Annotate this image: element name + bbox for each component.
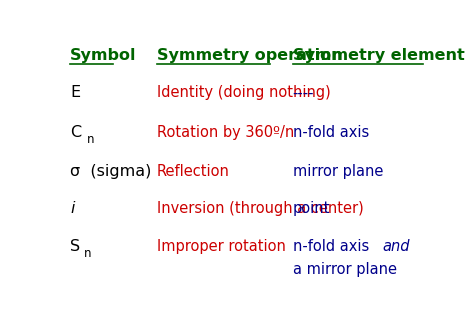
Text: a mirror plane: a mirror plane xyxy=(292,262,397,277)
Text: n: n xyxy=(84,247,92,260)
Text: Improper rotation: Improper rotation xyxy=(156,238,285,254)
Text: Symbol: Symbol xyxy=(70,48,137,63)
Text: n-fold axis: n-fold axis xyxy=(292,125,369,139)
Text: and: and xyxy=(383,238,410,254)
Text: C: C xyxy=(70,125,82,139)
Text: i: i xyxy=(70,201,75,217)
Text: Rotation by 360º/n: Rotation by 360º/n xyxy=(156,125,294,139)
Text: point: point xyxy=(292,201,330,217)
Text: mirror plane: mirror plane xyxy=(292,164,383,178)
Text: Inversion (through a center): Inversion (through a center) xyxy=(156,201,364,217)
Text: S: S xyxy=(70,238,81,254)
Text: Reflection: Reflection xyxy=(156,164,229,178)
Text: Symmetry operation: Symmetry operation xyxy=(156,48,342,63)
Text: ----: ---- xyxy=(292,86,314,100)
Text: σ  (sigma): σ (sigma) xyxy=(70,164,152,178)
Text: E: E xyxy=(70,86,81,100)
Text: Identity (doing nothing): Identity (doing nothing) xyxy=(156,86,330,100)
Text: Symmetry element: Symmetry element xyxy=(292,48,464,63)
Text: n-fold axis: n-fold axis xyxy=(292,238,374,254)
Text: n: n xyxy=(87,133,94,146)
